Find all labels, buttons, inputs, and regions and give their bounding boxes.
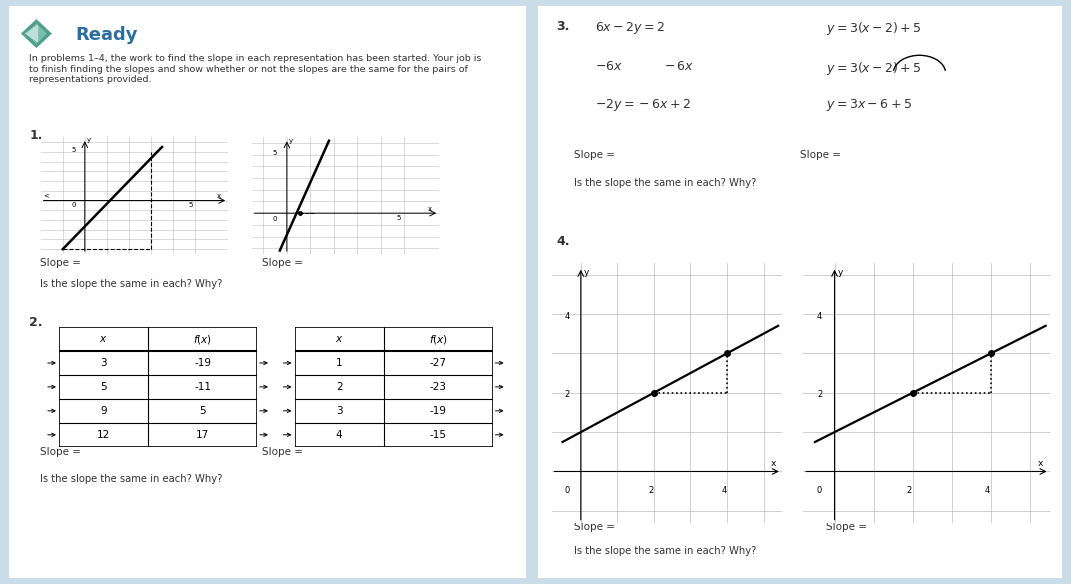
Text: 4: 4: [985, 486, 991, 495]
Text: Slope =: Slope =: [40, 258, 80, 268]
Text: 4.: 4.: [556, 235, 570, 248]
Text: -11: -11: [194, 382, 211, 392]
Text: Is the slope the same in each? Why?: Is the slope the same in each? Why?: [40, 279, 222, 290]
Text: -23: -23: [429, 382, 447, 392]
Text: 0: 0: [564, 486, 570, 495]
Polygon shape: [21, 19, 51, 48]
Text: 2: 2: [564, 391, 570, 399]
Text: $-6x$: $-6x$: [595, 60, 623, 73]
Text: Slope =: Slope =: [800, 150, 841, 159]
Text: Slope =: Slope =: [40, 447, 80, 457]
Text: 4: 4: [817, 312, 823, 321]
Text: Is the slope the same in each? Why?: Is the slope the same in each? Why?: [574, 178, 757, 188]
Text: 4: 4: [336, 430, 343, 440]
Text: 1.: 1.: [29, 129, 43, 142]
Text: y: y: [584, 267, 589, 277]
Text: $6x-2y=2$: $6x-2y=2$: [595, 20, 665, 36]
Text: 2: 2: [336, 382, 343, 392]
Text: In problems 1–4, the work to find the slope in each representation has been star: In problems 1–4, the work to find the sl…: [29, 54, 482, 84]
Text: x: x: [1038, 458, 1043, 468]
Text: y: y: [289, 138, 293, 144]
Text: -19: -19: [429, 406, 447, 416]
Text: x: x: [771, 458, 776, 468]
Text: 3: 3: [101, 358, 107, 368]
Text: Is the slope the same in each? Why?: Is the slope the same in each? Why?: [574, 545, 757, 555]
Text: 5: 5: [273, 150, 277, 156]
Text: $y=3x-6+5$: $y=3x-6+5$: [827, 98, 912, 113]
Text: 0: 0: [72, 202, 76, 208]
Text: $x$: $x$: [335, 334, 344, 344]
Text: 9: 9: [101, 406, 107, 416]
Text: Slope =: Slope =: [574, 522, 616, 531]
Text: Slope =: Slope =: [574, 150, 616, 159]
Text: $f(x)$: $f(x)$: [193, 332, 212, 346]
Text: Is the slope the same in each? Why?: Is the slope the same in each? Why?: [40, 474, 222, 484]
Text: 4: 4: [722, 486, 727, 495]
Text: 2: 2: [648, 486, 653, 495]
Text: 5: 5: [397, 215, 402, 221]
Text: <: <: [43, 193, 49, 199]
Text: x: x: [427, 206, 432, 212]
Text: 5: 5: [188, 202, 193, 208]
Text: 0: 0: [273, 216, 277, 223]
Text: 5: 5: [72, 147, 76, 153]
Text: $-\,6x$: $-\,6x$: [664, 60, 694, 73]
Text: $y=3(x-2)+5$: $y=3(x-2)+5$: [827, 20, 922, 37]
Text: y: y: [87, 137, 91, 143]
Text: $f(x)$: $f(x)$: [428, 332, 448, 346]
Text: Slope =: Slope =: [262, 258, 303, 268]
Text: -27: -27: [429, 358, 447, 368]
Text: -19: -19: [194, 358, 211, 368]
Polygon shape: [26, 23, 47, 44]
Polygon shape: [25, 25, 39, 43]
Text: $x$: $x$: [100, 334, 108, 344]
Text: 2.: 2.: [29, 316, 43, 329]
Text: Slope =: Slope =: [827, 522, 868, 531]
Text: 17: 17: [196, 430, 209, 440]
Text: 5: 5: [199, 406, 206, 416]
Text: 3: 3: [336, 406, 343, 416]
Text: 0: 0: [817, 486, 823, 495]
Text: x: x: [217, 193, 222, 199]
Text: $y=3(x-2)+5$: $y=3(x-2)+5$: [827, 60, 922, 77]
Text: -15: -15: [429, 430, 447, 440]
Text: $-2y=-6x+2$: $-2y=-6x+2$: [595, 98, 691, 113]
Text: 5: 5: [101, 382, 107, 392]
Text: 1: 1: [336, 358, 343, 368]
Text: y: y: [838, 267, 843, 277]
Text: 2: 2: [907, 486, 912, 495]
Text: 3.: 3.: [556, 20, 570, 33]
Text: 12: 12: [96, 430, 110, 440]
Text: Slope =: Slope =: [262, 447, 303, 457]
Text: 4: 4: [564, 312, 570, 321]
Text: Ready: Ready: [76, 26, 138, 44]
Text: 2: 2: [817, 391, 823, 399]
